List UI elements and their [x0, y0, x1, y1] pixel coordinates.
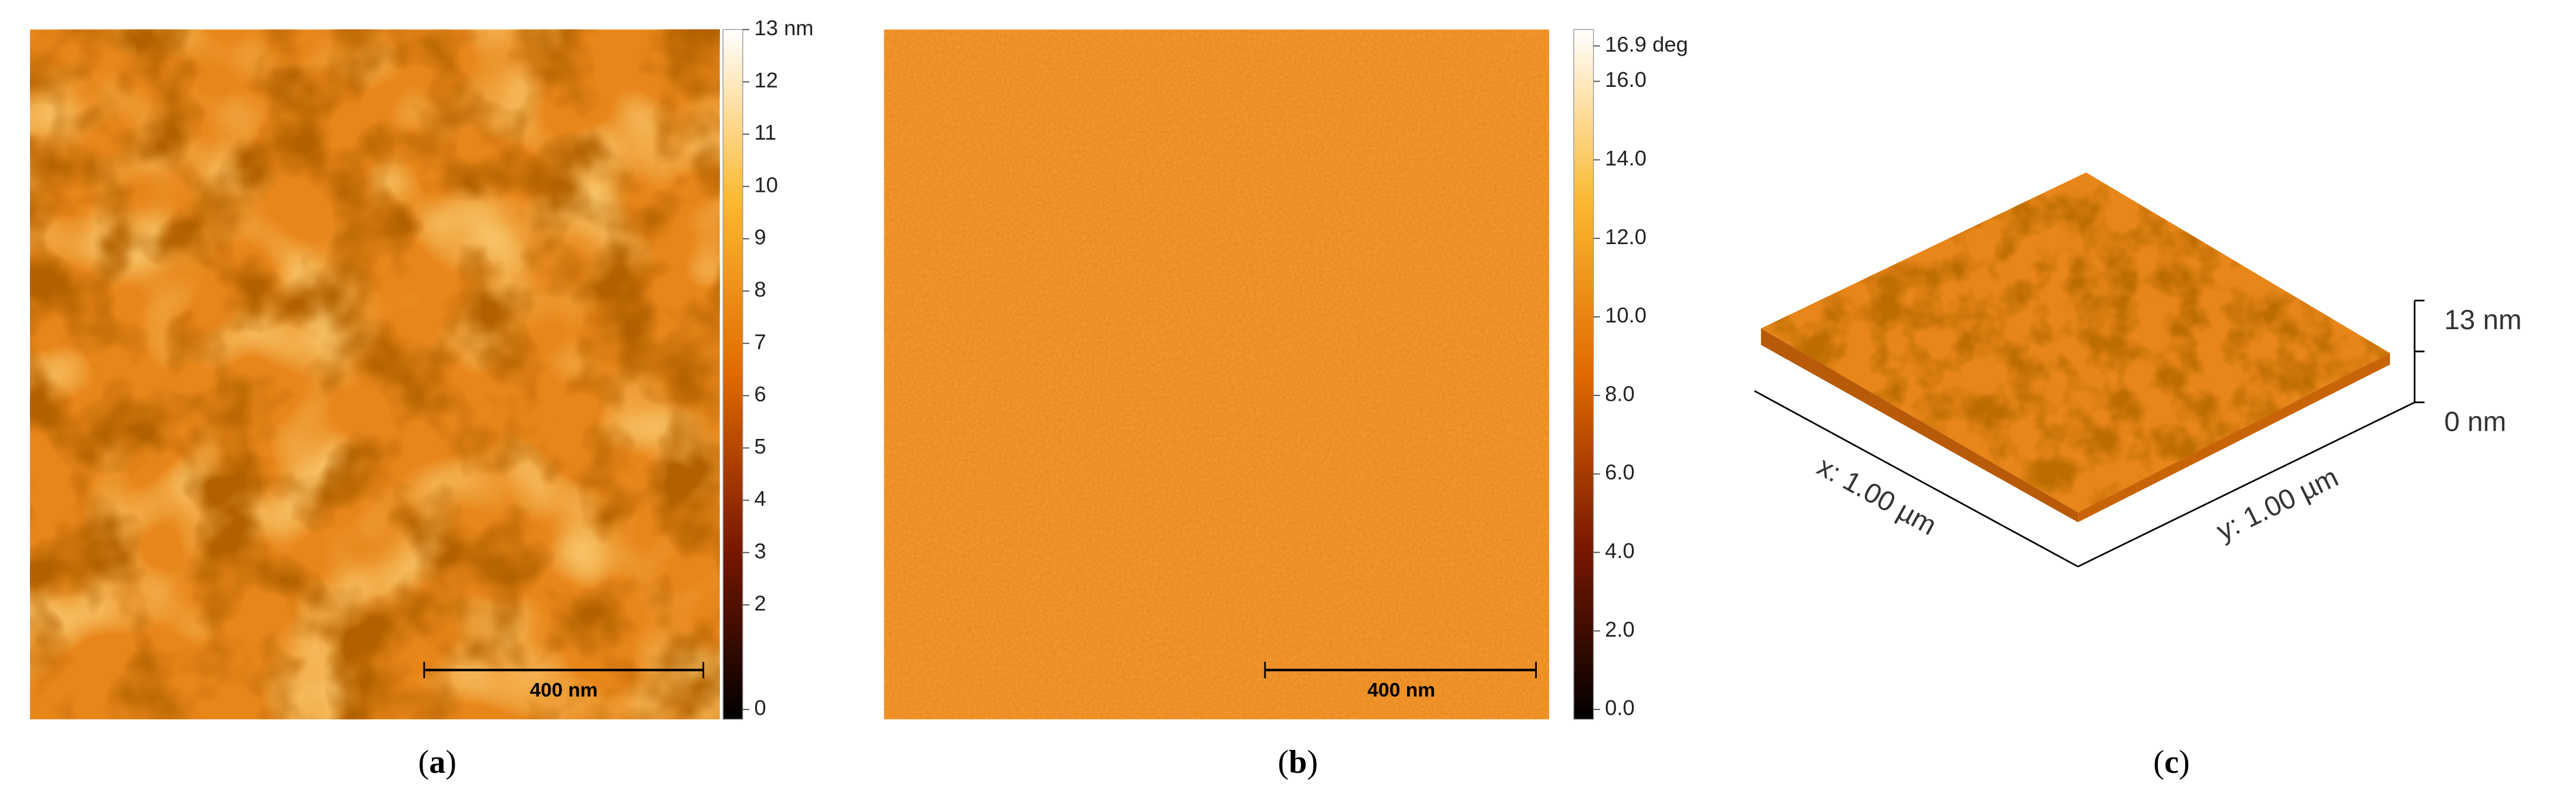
image-pits — [30, 29, 720, 719]
caption-part: c — [2164, 744, 2179, 780]
z-axis-top-label: 13 nm — [2444, 305, 2521, 336]
y-axis-label: y: 1.00 µm — [2212, 462, 2344, 547]
colorbar-label: 16.0 — [1605, 67, 1647, 92]
colorbar-label: 5 — [754, 434, 766, 458]
surface-edge — [1761, 328, 2078, 523]
colorbar-label: 12 — [754, 68, 777, 92]
colorbar-label: 8 — [754, 278, 766, 302]
caption-part: ) — [1307, 744, 1318, 780]
colorbar — [1573, 29, 1594, 720]
colorbar-label: 12.0 — [1605, 225, 1647, 249]
colorbar-label: 4 — [754, 486, 766, 511]
caption-part: ) — [445, 744, 457, 780]
colorbar-label: 8.0 — [1605, 381, 1635, 405]
y-axis-line — [2077, 401, 2415, 567]
colorbar-label: 9 — [754, 225, 766, 249]
caption-part: ) — [2179, 744, 2190, 780]
colorbar-label: 3 — [754, 539, 766, 563]
scale-bar-label: 400 nm — [1367, 679, 1435, 701]
image-grain — [884, 29, 1550, 719]
caption-part: ( — [2154, 744, 2165, 780]
caption: (a) — [418, 744, 457, 780]
colorbar-label: 6.0 — [1605, 460, 1635, 484]
colorbar-label: 13 nm — [754, 16, 813, 40]
height-image — [30, 29, 720, 719]
colorbar-label: 10.0 — [1605, 303, 1647, 327]
colorbar-label: 2.0 — [1605, 617, 1635, 641]
surface-edge — [2078, 353, 2390, 523]
caption-part: ( — [1278, 744, 1289, 780]
colorbar-label: 4.0 — [1605, 539, 1635, 563]
caption-part: ( — [418, 744, 430, 780]
captions: (a) (b) (c) — [418, 744, 2190, 780]
colorbar-label: 7 — [754, 330, 766, 354]
colorbar — [722, 29, 743, 720]
colorbar-label: 10 — [754, 173, 777, 197]
caption-part: b — [1289, 744, 1307, 780]
caption-part: a — [429, 744, 445, 780]
scale-bar-label: 400 nm — [530, 679, 598, 701]
colorbar-label: 14.0 — [1605, 146, 1647, 170]
caption: (b) — [1278, 744, 1318, 780]
colorbar-label: 11 — [754, 120, 776, 144]
x-axis-label: x: 1.00 µm — [1812, 451, 1942, 541]
z-axis-bottom-label: 0 nm — [2444, 407, 2506, 438]
colorbar-label: 2 — [754, 591, 766, 615]
caption: (c) — [2154, 744, 2190, 780]
colorbar-label: 0.0 — [1605, 696, 1635, 720]
phase-image — [884, 29, 1550, 719]
x-axis-line — [1754, 390, 2078, 567]
colorbar-label: 0 — [754, 696, 766, 720]
colorbar-label: 16.9 deg — [1605, 32, 1688, 56]
colorbar-label: 6 — [754, 382, 766, 406]
